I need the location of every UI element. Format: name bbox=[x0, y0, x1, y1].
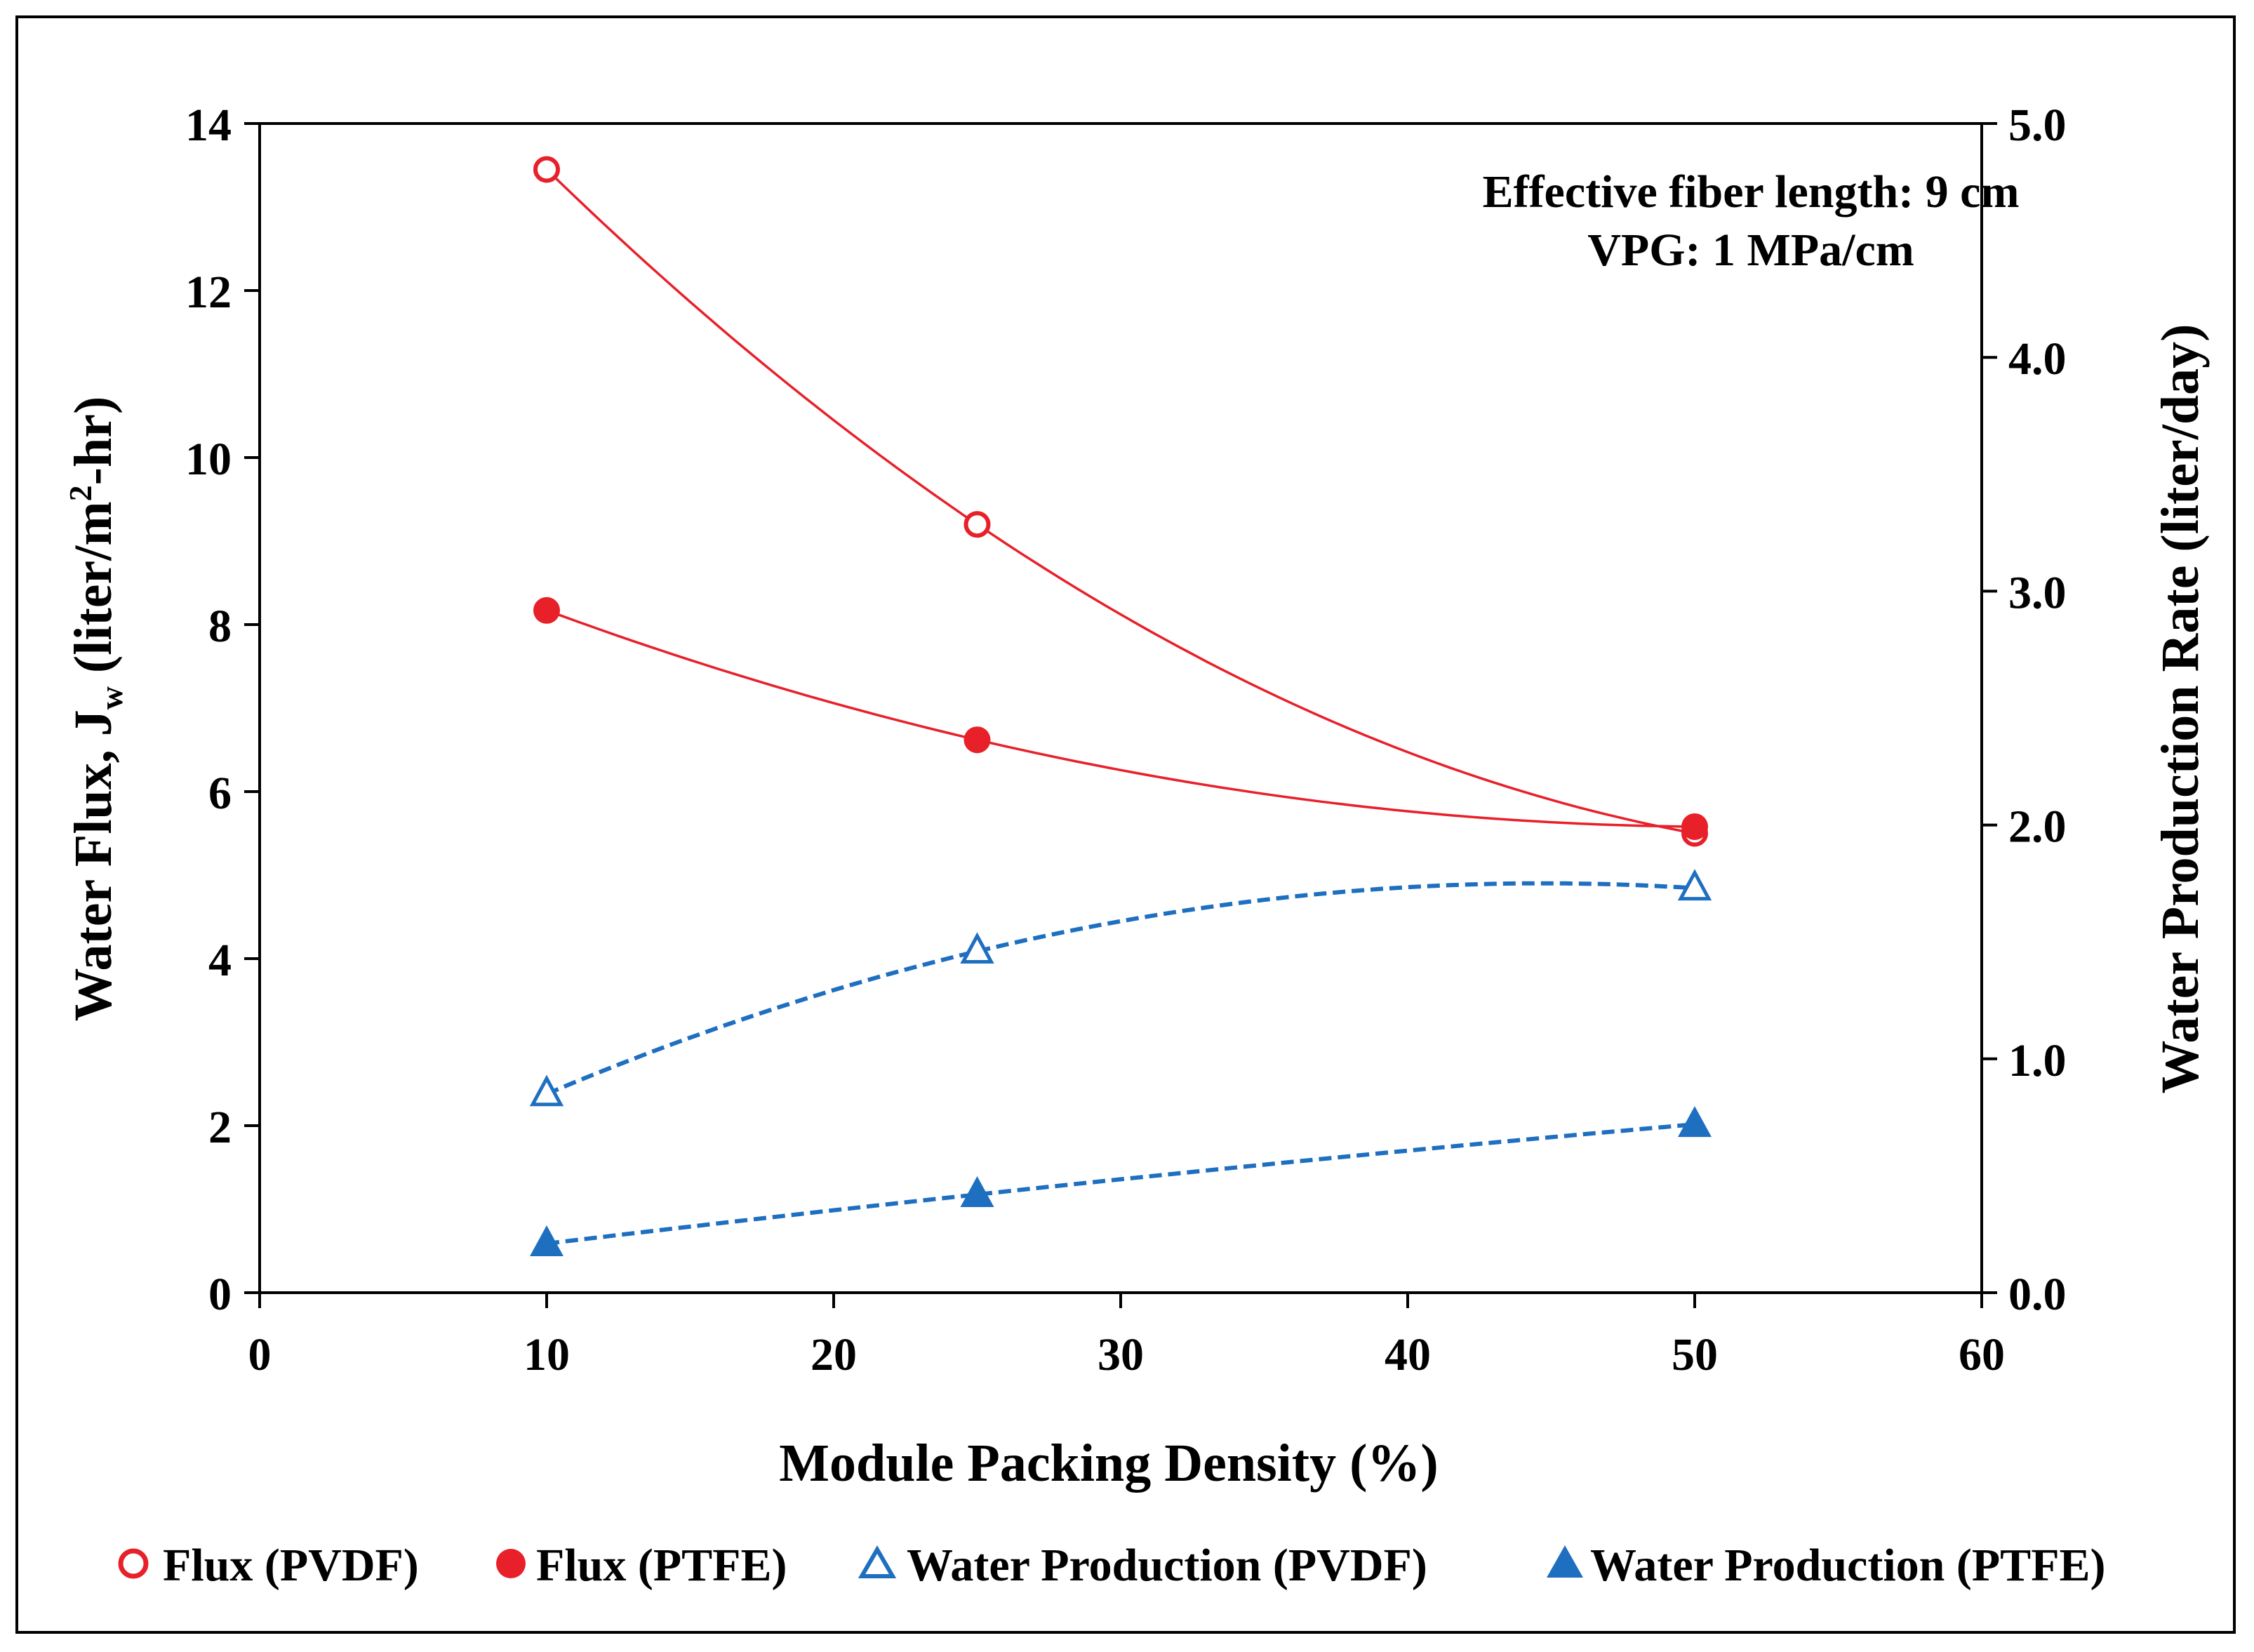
x-axis-label: Module Packing Density (%) bbox=[779, 1434, 1438, 1493]
data-point-series-1 bbox=[533, 597, 560, 624]
plot-area bbox=[258, 122, 1983, 1294]
y-right-tick-label: 1.0 bbox=[2008, 1035, 2067, 1086]
legend-marker-flux-ptfe bbox=[496, 1549, 526, 1578]
x-tick-label: 30 bbox=[1098, 1329, 1144, 1380]
data-point-series-0 bbox=[963, 511, 991, 538]
data-point-series-2 bbox=[960, 932, 994, 964]
annotation-line-1: Effective fiber length: 9 cm bbox=[1483, 166, 2020, 218]
legend: Flux (PVDF) Flux (PTFE) Water Production… bbox=[118, 1540, 2106, 1591]
series-line-0 bbox=[545, 168, 1695, 835]
y-left-tick-label: 4 bbox=[208, 935, 232, 986]
data-point-series-1 bbox=[1681, 813, 1708, 840]
series-line-1 bbox=[546, 609, 1695, 828]
x-tick-label: 50 bbox=[1672, 1329, 1718, 1380]
legend-label-flux-ptfe: Flux (PTFE) bbox=[536, 1540, 787, 1591]
data-point-series-1 bbox=[963, 726, 991, 754]
y-left-label-sup: 2 bbox=[62, 485, 98, 501]
y-left-label-units: (liter/m bbox=[64, 501, 123, 686]
data-point-series-2 bbox=[529, 1074, 564, 1107]
y-axis-label-left: Water Flux, Jw (liter/m2-hr) bbox=[62, 397, 129, 1022]
series-line-3 bbox=[546, 1122, 1695, 1246]
y-left-tick-label: 6 bbox=[208, 768, 232, 819]
y-right-tick-label: 3.0 bbox=[2008, 567, 2067, 618]
y-left-label-sub: w bbox=[93, 686, 129, 710]
x-tick-label: 10 bbox=[524, 1329, 570, 1380]
legend-marker-flux-pvdf bbox=[118, 1548, 149, 1579]
y-right-tick-label: 0.0 bbox=[2008, 1269, 2067, 1320]
y-left-tick-label: 10 bbox=[185, 434, 232, 485]
y-left-label-units-end: -hr) bbox=[64, 397, 123, 486]
data-point-series-3 bbox=[530, 1225, 564, 1257]
legend-label-water-ptfe: Water Production (PTFE) bbox=[1590, 1540, 2106, 1591]
x-tick-label: 0 bbox=[248, 1329, 272, 1380]
y-right-tick-label: 2.0 bbox=[2008, 801, 2067, 853]
data-point-series-3 bbox=[1678, 1106, 1712, 1138]
y-left-label-main: Water Flux, J bbox=[64, 710, 123, 1021]
x-tick-label: 40 bbox=[1385, 1329, 1431, 1380]
figure-frame bbox=[15, 15, 2236, 1634]
y-left-tick-label: 2 bbox=[208, 1102, 232, 1153]
y-right-tick-label: 5.0 bbox=[2008, 100, 2067, 151]
x-tick-label: 20 bbox=[811, 1329, 857, 1380]
legend-label-flux-pvdf: Flux (PVDF) bbox=[163, 1540, 419, 1591]
y-left-tick-label: 0 bbox=[208, 1269, 232, 1320]
y-left-tick-label: 12 bbox=[185, 267, 232, 318]
legend-marker-water-ptfe bbox=[1547, 1545, 1583, 1578]
y-left-tick-label: 14 bbox=[185, 100, 232, 151]
x-tick-label: 60 bbox=[1959, 1329, 2005, 1380]
y-axis-label-right: Water Production Rate (liter/day) bbox=[2151, 324, 2210, 1094]
data-point-series-3 bbox=[960, 1176, 994, 1208]
legend-label-water-pvdf: Water Production (PVDF) bbox=[907, 1540, 1427, 1591]
legend-marker-water-pvdf bbox=[858, 1545, 897, 1578]
annotation-line-2: VPG: 1 MPa/cm bbox=[1587, 225, 1914, 276]
data-point-series-0 bbox=[533, 156, 560, 183]
y-left-tick-label: 8 bbox=[208, 601, 232, 652]
data-point-series-2 bbox=[1677, 869, 1712, 901]
series-line-2 bbox=[545, 881, 1695, 1096]
y-right-tick-label: 4.0 bbox=[2008, 333, 2067, 385]
